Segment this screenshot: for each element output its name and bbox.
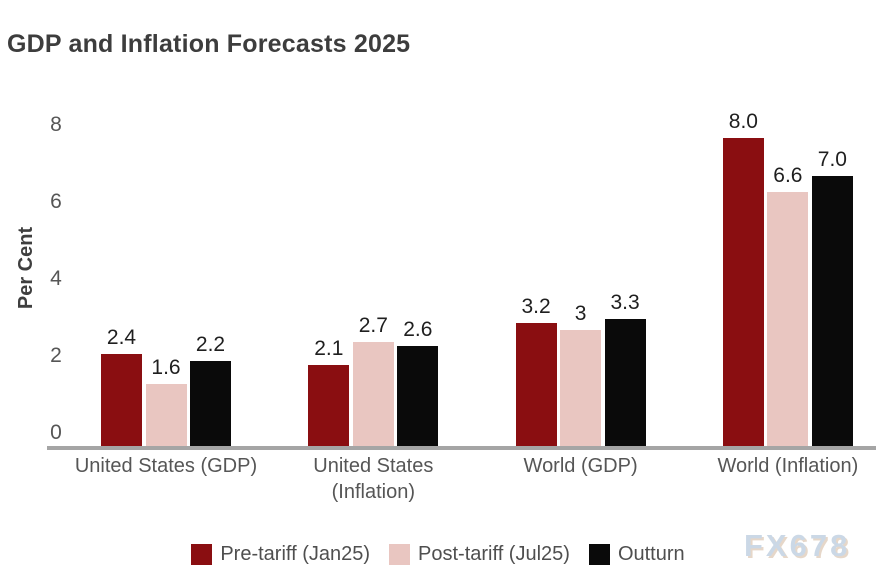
legend: Pre-tariff (Jan25) Post-tariff (Jul25) Out… bbox=[0, 543, 876, 566]
bar bbox=[722, 138, 764, 446]
bar-value-label: 7.0 bbox=[817, 148, 847, 171]
y-tick-label: 4 bbox=[50, 267, 62, 290]
bar bbox=[101, 354, 142, 446]
bar-value-label: 8.0 bbox=[728, 110, 758, 133]
legend-swatch bbox=[191, 544, 213, 565]
bar bbox=[604, 319, 646, 446]
chart-title: GDP and Inflation Forecasts 2025 bbox=[7, 30, 411, 58]
bar-value-label: 2.6 bbox=[403, 318, 433, 341]
bar bbox=[560, 330, 602, 446]
bar-value-label: 2.4 bbox=[106, 326, 137, 349]
bar bbox=[767, 192, 809, 446]
bar bbox=[190, 361, 231, 446]
y-tick-label: 0 bbox=[50, 421, 62, 444]
legend-label: Post-tariff (Jul25) bbox=[418, 543, 570, 565]
bar bbox=[811, 176, 853, 446]
legend-label: Outturn bbox=[617, 543, 685, 565]
bar-value-label: 3.3 bbox=[610, 291, 640, 314]
legend-item: Post-tariff (Jul25) bbox=[389, 543, 570, 566]
y-tick-label: 8 bbox=[50, 113, 62, 136]
bar bbox=[515, 323, 557, 446]
bar-value-label: 3.2 bbox=[521, 295, 551, 318]
bar bbox=[397, 346, 439, 446]
category-label: United States (Inflation) bbox=[313, 455, 434, 503]
legend-swatch bbox=[588, 544, 610, 565]
y-axis-label: Per Cent bbox=[15, 226, 37, 310]
y-tick-label: 6 bbox=[50, 190, 62, 213]
x-axis-line bbox=[47, 446, 876, 450]
bar-value-label: 1.6 bbox=[151, 356, 181, 379]
bar-value-label: 2.7 bbox=[358, 314, 388, 337]
legend-label: Pre-tariff (Jan25) bbox=[220, 543, 371, 565]
bar bbox=[308, 365, 350, 446]
category-label: United States (GDP) bbox=[74, 455, 258, 477]
bar-value-label: 2.1 bbox=[314, 337, 344, 360]
legend-item: Pre-tariff (Jan25) bbox=[191, 543, 370, 566]
category-label: World (Inflation) bbox=[717, 455, 859, 477]
watermark: FX678 bbox=[744, 528, 851, 563]
category-label: World (GDP) bbox=[523, 455, 638, 477]
bar-value-label: 6.6 bbox=[773, 164, 803, 187]
legend-item: Outturn bbox=[588, 543, 685, 566]
bar bbox=[352, 342, 394, 446]
bar-value-label: 2.2 bbox=[195, 333, 226, 356]
bar bbox=[145, 384, 187, 446]
legend-swatch bbox=[389, 544, 411, 565]
y-tick-label: 2 bbox=[50, 344, 62, 367]
bar-value-label: 3 bbox=[574, 302, 587, 325]
